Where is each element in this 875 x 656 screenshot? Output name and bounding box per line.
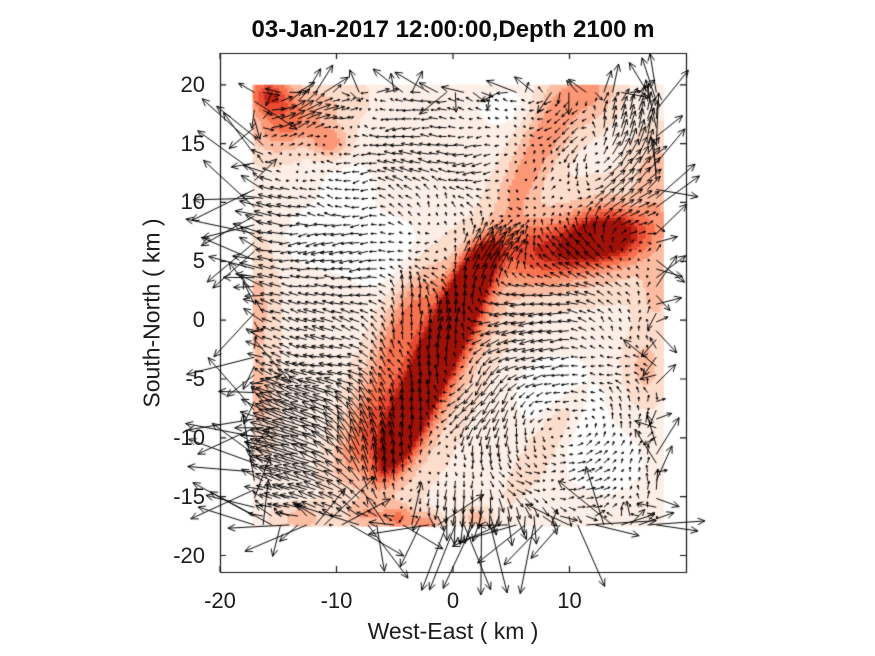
x-tick-label: 10 bbox=[557, 588, 582, 613]
x-tick-label: -10 bbox=[320, 588, 353, 613]
x-axis-label: West-East ( km ) bbox=[367, 618, 539, 644]
x-tick-label: -20 bbox=[204, 588, 236, 613]
y-tick-label: -15 bbox=[173, 483, 205, 509]
y-tick-label: -5 bbox=[185, 365, 205, 391]
y-tick-label: 0 bbox=[192, 307, 205, 333]
y-tick-label: 15 bbox=[180, 130, 205, 156]
x-tick-label: 0 bbox=[446, 588, 460, 613]
y-tick-label: -10 bbox=[173, 424, 205, 450]
chart-title: 03-Jan-2017 12:00:00,Depth 2100 m bbox=[251, 16, 655, 43]
y-tick-label: 20 bbox=[180, 71, 205, 97]
y-tick-label: 10 bbox=[180, 189, 205, 215]
y-tick-label: 5 bbox=[192, 248, 205, 274]
y-tick-label: -20 bbox=[173, 542, 205, 568]
